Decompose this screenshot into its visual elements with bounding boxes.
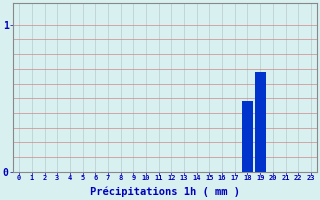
- Bar: [255, 72, 266, 172]
- Bar: [242, 101, 253, 172]
- X-axis label: Précipitations 1h ( mm ): Précipitations 1h ( mm ): [90, 187, 240, 197]
